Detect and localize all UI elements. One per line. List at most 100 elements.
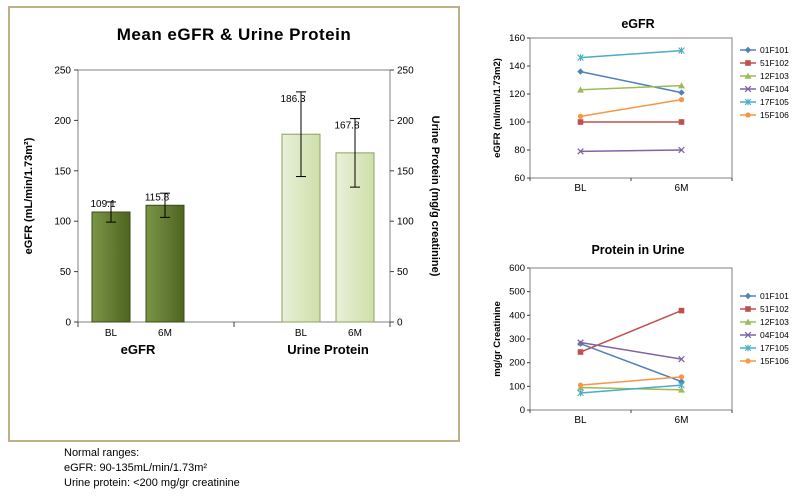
marker-triangle-icon bbox=[744, 318, 752, 325]
x-category-label: 6M bbox=[675, 183, 689, 194]
marker-square-icon bbox=[577, 349, 584, 355]
marker-diamond-icon bbox=[744, 46, 752, 54]
legend-label: 15F106 bbox=[760, 110, 789, 120]
normal-ranges-note: Normal ranges: eGFR: 90-135mL/min/1.73m²… bbox=[64, 446, 240, 491]
x-tick-label: BL bbox=[295, 328, 308, 339]
marker-triangle-icon bbox=[678, 82, 685, 89]
y-tick-label: 100 bbox=[509, 117, 525, 128]
legend-item: 04F104 bbox=[740, 84, 789, 94]
left-y-tick-label: 0 bbox=[65, 318, 71, 329]
y-tick-label: 200 bbox=[509, 358, 525, 369]
marker-x-icon bbox=[577, 148, 584, 155]
marker-circle-icon bbox=[745, 112, 751, 118]
right-y-tick-label: 250 bbox=[397, 66, 414, 77]
y-tick-label: 80 bbox=[514, 145, 525, 156]
marker-x-icon bbox=[744, 331, 752, 339]
note-egfr-range: eGFR: 90-135mL/min/1.73m² bbox=[64, 462, 208, 474]
marker-diamond-icon bbox=[577, 68, 584, 75]
legend-label: 51F102 bbox=[760, 304, 789, 314]
right-y-axis-title: Urine Protein (mg/g creatinine) bbox=[429, 116, 441, 277]
y-tick-label: 100 bbox=[509, 381, 525, 392]
group-label: eGFR bbox=[121, 342, 156, 357]
y-tick-label: 120 bbox=[509, 89, 525, 100]
series-line-17F105 bbox=[580, 49, 682, 59]
marker-asterisk-icon bbox=[678, 381, 685, 389]
chart-title: Protein in Urine bbox=[591, 243, 684, 257]
marker-triangle-icon bbox=[577, 86, 584, 93]
legend-item: 04F104 bbox=[740, 330, 789, 340]
x-tick-label: 6M bbox=[348, 328, 362, 339]
marker-asterisk-icon bbox=[678, 47, 685, 54]
legend-label: 51F102 bbox=[760, 58, 789, 68]
legend-item: 15F106 bbox=[740, 356, 789, 366]
protein-in-urine-line-chart: Protein in Urine 0 100 200 300 400 500 600 BL 6M m… bbox=[492, 243, 789, 426]
mean-egfr-urine-protein-bar-chart: 0 0 50 50 100 100 150 150 200 200 250 250 109.1 BL 115… bbox=[23, 66, 441, 358]
bar-value-label: 115.8 bbox=[145, 192, 170, 203]
series-line-12F103 bbox=[580, 84, 682, 91]
bar-egfr-bl bbox=[91, 211, 131, 323]
series-line-15F106 bbox=[580, 376, 682, 386]
note-urine-range: Urine protein: <200 mg/gr creatinine bbox=[64, 477, 240, 489]
marker-circle-icon bbox=[577, 113, 584, 119]
y-tick-label: 0 bbox=[520, 405, 525, 416]
marker-square-icon bbox=[678, 119, 685, 125]
y-tick-label: 400 bbox=[509, 310, 525, 321]
marker-square-icon bbox=[678, 307, 685, 314]
legend-label: 01F101 bbox=[760, 45, 789, 55]
marker-x-icon bbox=[744, 85, 752, 93]
legend-label: 04F104 bbox=[760, 330, 789, 340]
egfr-line-chart: eGFR 60 80 100 120 140 160 BL 6M eGFR (ml/min/1.7… bbox=[492, 17, 789, 194]
legend-item: 51F102 bbox=[740, 304, 789, 314]
left-y-tick-label: 200 bbox=[54, 116, 71, 127]
right-y-tick-label: 200 bbox=[397, 116, 414, 127]
marker-square-icon bbox=[577, 119, 584, 125]
bar-value-label: 167.8 bbox=[334, 121, 359, 132]
group-label: Urine Protein bbox=[287, 342, 369, 357]
marker-triangle-icon bbox=[678, 386, 685, 393]
y-tick-label: 60 bbox=[514, 173, 525, 184]
x-category-label: BL bbox=[574, 415, 587, 426]
series-line-04F104 bbox=[580, 149, 682, 153]
bar-chart-title: Mean eGFR & Urine Protein bbox=[116, 25, 352, 44]
marker-circle-icon bbox=[678, 97, 685, 103]
marker-square-icon bbox=[745, 306, 751, 312]
bar-egfr-6m bbox=[145, 204, 185, 323]
marker-x-icon bbox=[678, 146, 685, 154]
marker-x-icon bbox=[577, 339, 584, 346]
y-tick-label: 140 bbox=[509, 61, 525, 72]
marker-circle-icon bbox=[678, 374, 685, 380]
marker-square-icon bbox=[745, 60, 751, 66]
y-tick-label: 600 bbox=[509, 263, 525, 274]
legend-item: 51F102 bbox=[740, 58, 789, 68]
plot-area bbox=[529, 267, 733, 411]
legend-item: 12F103 bbox=[740, 317, 789, 327]
marker-triangle-icon bbox=[744, 72, 752, 79]
left-y-tick-label: 150 bbox=[54, 166, 71, 177]
marker-asterisk-icon bbox=[577, 54, 584, 61]
legend-label: 12F103 bbox=[760, 317, 789, 327]
bar-value-label: 186.3 bbox=[280, 94, 305, 105]
marker-x-icon bbox=[678, 355, 685, 363]
marker-asterisk-icon bbox=[577, 389, 584, 397]
y-tick-label: 300 bbox=[509, 334, 525, 345]
left-y-tick-label: 250 bbox=[54, 66, 71, 77]
series-line-04F104 bbox=[580, 341, 682, 360]
series-line-15F106 bbox=[580, 98, 682, 118]
legend-label: 01F101 bbox=[760, 291, 789, 301]
bar-value-label: 109.1 bbox=[90, 199, 115, 210]
series-line-01F101 bbox=[580, 70, 682, 94]
y-axis-title: eGFR (ml/min/1.73m2) bbox=[492, 58, 503, 158]
legend-item: 01F101 bbox=[740, 291, 789, 301]
x-tick-label: BL bbox=[105, 328, 118, 339]
left-y-tick-label: 100 bbox=[54, 217, 71, 228]
left-y-axis-title: eGFR (mL/min/1.73m²) bbox=[23, 137, 35, 254]
legend-label: 15F106 bbox=[760, 356, 789, 366]
series-line-17F105 bbox=[580, 384, 682, 394]
note-title: Normal ranges: bbox=[64, 447, 140, 459]
legend-label: 17F105 bbox=[760, 343, 789, 353]
legend-item: 15F106 bbox=[740, 110, 789, 120]
right-y-tick-label: 100 bbox=[397, 217, 414, 228]
marker-circle-icon bbox=[577, 382, 584, 388]
y-axis-title: mg/gr Creatinine bbox=[492, 301, 503, 377]
x-category-label: 6M bbox=[675, 415, 689, 426]
